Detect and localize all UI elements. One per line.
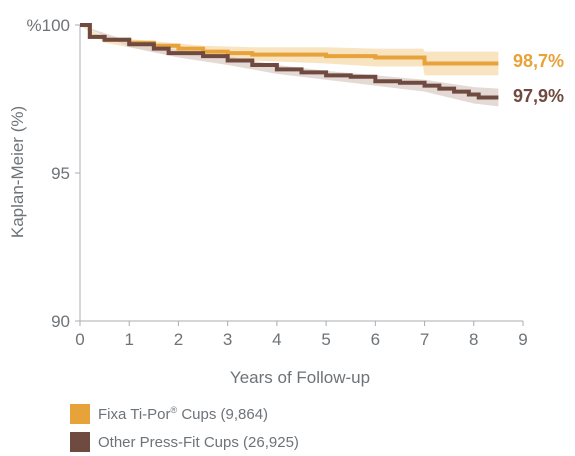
legend-label-other: Other Press-Fit Cups (26,925) [98, 434, 299, 451]
y-tick-label: %100 [27, 16, 70, 35]
end-label-other: 97,9% [513, 85, 565, 106]
x-tick-label: 2 [174, 330, 183, 349]
legend: Fixa Ti-Por® Cups (9,864) Other Press-Fi… [70, 400, 299, 456]
x-tick-label: 8 [469, 330, 478, 349]
survival-lines [80, 23, 499, 100]
x-tick-label: 7 [420, 330, 429, 349]
legend-item-fixa: Fixa Ti-Por® Cups (9,864) [70, 400, 299, 428]
axes [75, 24, 524, 326]
legend-swatch-other [70, 432, 90, 452]
end-label-fixa: 98,7% [513, 51, 565, 72]
ci-band-1 [80, 25, 499, 107]
x-tick-label: 6 [371, 330, 380, 349]
y-axis-title: Kaplan-Meier (%) [8, 105, 27, 239]
x-tick-label: 5 [321, 330, 330, 349]
x-tick-label: 3 [223, 330, 232, 349]
ci-band-0 [80, 25, 499, 76]
tick-labels: 0 1 2 3 4 5 6 7 8 9 90 95 %100 [27, 16, 528, 349]
legend-item-other: Other Press-Fit Cups (26,925) [70, 428, 299, 456]
y-tick-label: 90 [51, 312, 70, 331]
x-tick-label: 0 [75, 330, 84, 349]
legend-label-fixa: Fixa Ti-Por® Cups (9,864) [98, 405, 269, 423]
series-line-1 [80, 23, 499, 100]
x-tick-label: 9 [518, 330, 527, 349]
legend-swatch-fixa [70, 404, 90, 424]
confidence-bands [80, 25, 499, 107]
y-tick-label: 95 [51, 164, 70, 183]
x-axis-title: Years of Follow-up [229, 368, 371, 387]
x-tick-label: 4 [272, 330, 281, 349]
x-tick-label: 1 [124, 330, 133, 349]
